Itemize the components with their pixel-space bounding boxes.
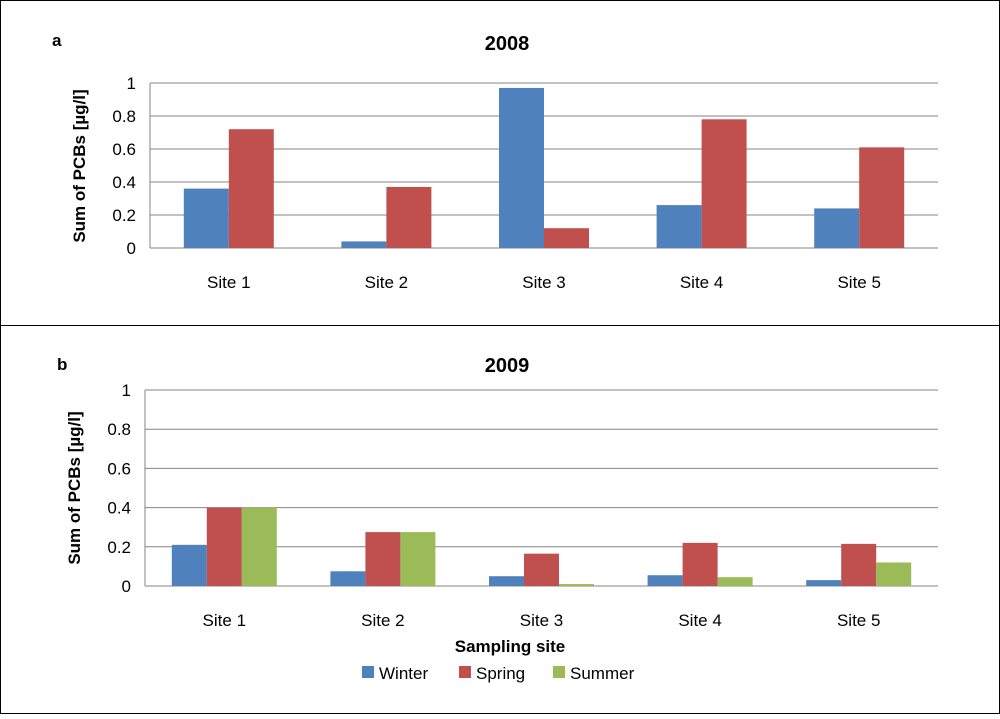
bar-winter-site-5 — [806, 580, 842, 586]
bar-winter-site-5 — [814, 208, 860, 248]
y-tick-label: 0.4 — [107, 499, 131, 518]
panel-a-label: a — [52, 31, 62, 50]
panel-b-title: 2009 — [485, 355, 530, 377]
bar-summer-site-4 — [717, 577, 753, 586]
bar-winter-site-3 — [489, 576, 524, 586]
panel-a-plot: 0 0.2 0.4 0.6 0.8 1 Site 1 Site 2 Site 3 Site 4 Si… — [112, 74, 938, 292]
panel-a-ylabel: Sum of PCBs [µg/l] — [70, 89, 89, 242]
bar-spring-site-1 — [228, 129, 274, 248]
bar-summer-site-1 — [241, 507, 277, 586]
bar-spring-site-4 — [701, 119, 747, 248]
bar-summer-site-5 — [876, 562, 912, 586]
bar-summer-site-3 — [559, 584, 594, 586]
bar-summer-site-2 — [400, 532, 436, 586]
x-tick-label: Site 2 — [361, 611, 404, 630]
bar-winter-site-3 — [499, 87, 544, 248]
panel-b-label: b — [57, 355, 67, 374]
panel-b-xlabel: Sampling site — [455, 637, 566, 656]
panel-b-plot: 0 0.2 0.4 0.6 0.8 1 Site 1 Site 2 Site 3 Site 4 Si… — [107, 381, 938, 630]
bar-spring-site-5 — [859, 147, 905, 248]
panel-a-title: 2008 — [485, 33, 530, 55]
y-tick-label: 0.8 — [107, 420, 131, 439]
bar-spring-site-5 — [841, 543, 877, 586]
legend-label-summer: Summer — [570, 664, 635, 683]
x-tick-label: Site 3 — [522, 273, 565, 292]
y-tick-label: 0.2 — [112, 206, 136, 225]
bar-winter-site-2 — [330, 571, 366, 586]
legend-swatch-spring — [459, 666, 471, 678]
bar-spring-site-2 — [386, 186, 432, 248]
bar-spring-site-2 — [365, 532, 401, 586]
bar-winter-site-4 — [656, 205, 702, 248]
panel-a: a 2008 Sum of PCBs [µg/l] 0 0.2 0.4 0.6 0.8 1… — [0, 0, 1000, 326]
panel-b-ylabel: Sum of PCBs [µg/l] — [65, 411, 84, 564]
legend-swatch-winter — [362, 666, 374, 678]
x-tick-label: Site 1 — [203, 611, 246, 630]
x-tick-label: Site 4 — [680, 273, 723, 292]
x-tick-label: Site 5 — [837, 611, 880, 630]
y-tick-label: 0.8 — [112, 107, 136, 126]
y-tick-label: 0.2 — [107, 538, 131, 557]
x-tick-label: Site 2 — [365, 273, 408, 292]
bar-winter-site-1 — [171, 544, 207, 586]
y-tick-label: 1 — [127, 74, 136, 93]
bar-winter-site-2 — [341, 241, 387, 248]
y-tick-label: 0 — [127, 239, 136, 258]
legend-label-winter: Winter — [379, 664, 428, 683]
bar-winter-site-4 — [647, 575, 683, 586]
legend-label-spring: Spring — [476, 664, 525, 683]
y-tick-label: 0.6 — [107, 459, 131, 478]
bar-spring-site-1 — [206, 507, 242, 586]
legend-swatch-summer — [553, 666, 565, 678]
y-tick-label: 1 — [122, 381, 131, 400]
legend: Winter Spring Summer — [362, 664, 635, 683]
bar-spring-site-3 — [544, 228, 589, 248]
bar-spring-site-4 — [682, 542, 718, 586]
panel-b: b 2009 Sum of PCBs [µg/l] 0 0.2 0.4 0.6 0.8 1… — [0, 325, 1000, 714]
x-tick-label: Site 4 — [678, 611, 721, 630]
x-tick-label: Site 5 — [837, 273, 880, 292]
y-tick-label: 0.4 — [112, 173, 136, 192]
x-tick-label: Site 1 — [207, 273, 250, 292]
x-tick-label: Site 3 — [520, 611, 563, 630]
bar-winter-site-1 — [183, 188, 229, 248]
y-tick-label: 0.6 — [112, 140, 136, 159]
y-tick-label: 0 — [122, 577, 131, 596]
bar-spring-site-3 — [524, 553, 559, 586]
